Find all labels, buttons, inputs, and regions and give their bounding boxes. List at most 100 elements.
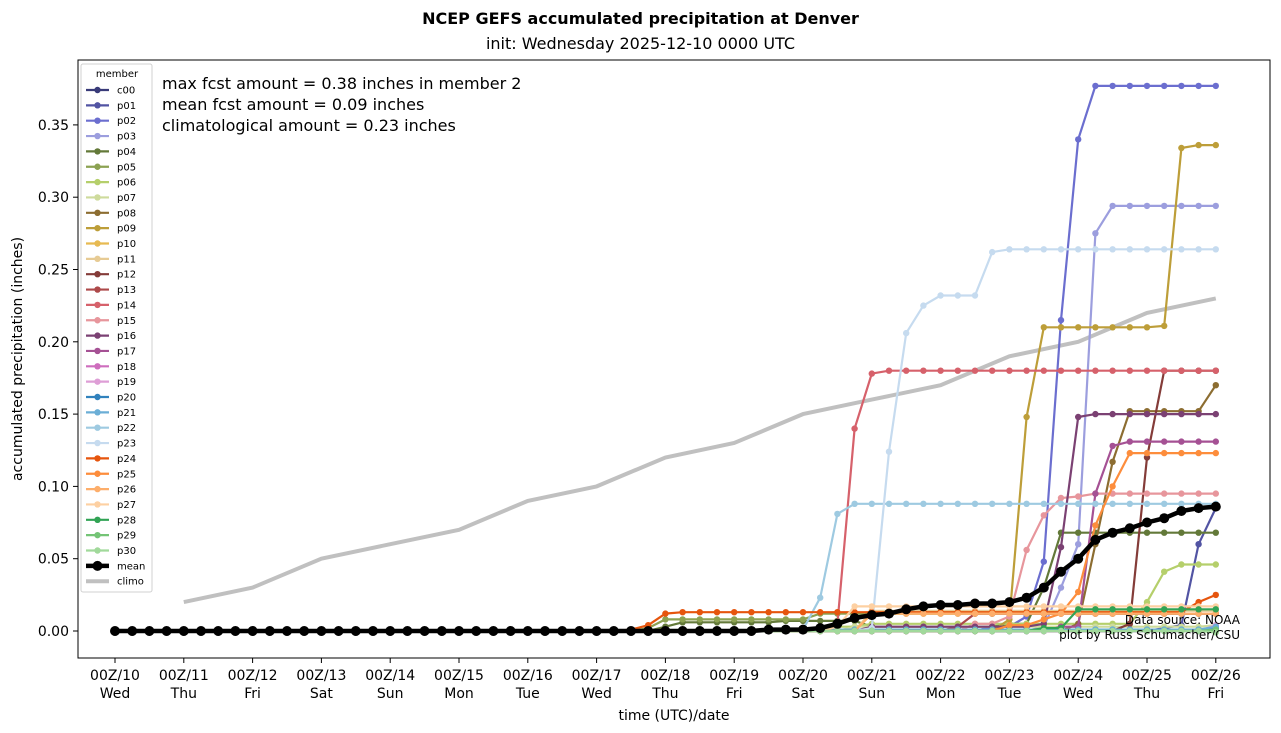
legend-item-p29: p29 [86, 531, 136, 542]
legend-marker [94, 271, 101, 278]
legend-item-p10: p10 [86, 239, 136, 250]
member-point [1195, 438, 1202, 445]
member-point [1092, 367, 1099, 374]
member-point [1075, 324, 1082, 331]
legend-label: p10 [117, 239, 136, 250]
legend: member c00 p01 p02 p03 p04 p05 p06 p07 p08 p09 p10… [80, 63, 153, 593]
member-point [679, 609, 686, 616]
member-point [817, 617, 824, 625]
y-tick-label: 0.30 [38, 190, 69, 206]
x-tick-day-label: Wed [100, 686, 131, 702]
annotation-max: max fcst amount = 0.38 inches in member … [162, 74, 521, 93]
member-point [1126, 490, 1134, 497]
legend-label: mean [117, 561, 145, 572]
member-point [1195, 490, 1202, 497]
legend-marker [94, 409, 101, 416]
member-point [1057, 316, 1065, 324]
member-point [1023, 610, 1030, 617]
x-tick-day-label: Mon [926, 686, 956, 702]
member-point [971, 367, 979, 374]
x-tick-label: 00Z/15 [434, 668, 484, 684]
member-point [885, 448, 893, 455]
member-point [920, 302, 927, 309]
legend-marker [94, 209, 101, 216]
member-point [1195, 82, 1202, 90]
member-point [1143, 246, 1151, 253]
member-point [1006, 610, 1013, 617]
legend-item-p24: p24 [86, 454, 136, 465]
member-point [1178, 410, 1185, 418]
mean-point [144, 626, 155, 636]
member-point [1212, 449, 1220, 457]
legend-marker [94, 163, 101, 170]
x-tick-label: 00Z/26 [1191, 668, 1241, 684]
member-point [1006, 500, 1013, 507]
member-point [1212, 591, 1220, 599]
member-point [713, 609, 721, 616]
x-tick-day-label: Wed [1063, 686, 1094, 702]
series-p14 [111, 367, 1220, 635]
member-point [1075, 367, 1082, 374]
member-point [1212, 367, 1220, 374]
member-point [1161, 367, 1168, 374]
member-point [1040, 558, 1048, 565]
chart-title: NCEP GEFS accumulated precipitation at D… [422, 9, 859, 28]
series-p12 [111, 367, 1220, 635]
member-point [1212, 490, 1220, 497]
y-tick-label: 0.20 [38, 335, 69, 351]
mean-point [471, 626, 482, 636]
x-tick-label: 00Z/19 [709, 668, 759, 684]
member-point [954, 500, 961, 507]
mean-point [1159, 513, 1170, 524]
member-point [885, 500, 893, 507]
mean-point [815, 623, 826, 634]
member-point [1057, 610, 1065, 617]
member-point [937, 500, 944, 507]
legend-label: p25 [117, 469, 136, 480]
legend-label: p17 [117, 346, 136, 357]
member-point [1161, 568, 1168, 575]
legend-label: p02 [117, 116, 136, 127]
member-point [1212, 141, 1220, 149]
legend-item-c00: c00 [86, 86, 135, 97]
member-point [1126, 82, 1134, 90]
mean-point [1073, 553, 1084, 564]
member-point [989, 610, 996, 617]
mean-point [333, 626, 344, 636]
member-point [1161, 627, 1168, 635]
member-point [1143, 606, 1151, 613]
member-point [1092, 627, 1099, 635]
member-point [1057, 500, 1065, 507]
member-point [920, 367, 927, 374]
member-point [1178, 438, 1185, 445]
x-tick-day-label: Thu [1133, 686, 1160, 702]
member-point [1126, 606, 1134, 613]
mean-point [110, 626, 120, 636]
member-point [1126, 438, 1134, 445]
member-point [1143, 490, 1151, 497]
mean-point [608, 626, 619, 636]
member-point [1126, 410, 1134, 418]
mean-point [557, 626, 568, 636]
credits: Data source: NOAA plot by Russ Schumache… [1059, 613, 1241, 642]
legend-marker [94, 332, 101, 339]
credit-source: Data source: NOAA [1125, 613, 1241, 627]
mean-point [935, 600, 946, 610]
mean-point [798, 624, 808, 635]
legend-item-p17: p17 [86, 346, 136, 357]
member-point [937, 367, 944, 374]
member-point [1126, 627, 1134, 635]
legend-item-p18: p18 [86, 362, 136, 373]
member-point [851, 500, 858, 507]
member-point [1023, 500, 1030, 507]
x-tick-label: 00Z/25 [1122, 668, 1172, 684]
mean-point [178, 626, 189, 636]
legend-item-p19: p19 [86, 377, 136, 388]
legend-item-mean: mean [86, 560, 145, 572]
x-tick-label: 00Z/22 [916, 668, 966, 684]
member-point [1006, 622, 1013, 629]
mean-point [1038, 582, 1049, 593]
x-tick-label: 00Z/17 [572, 668, 622, 684]
member-point [1178, 606, 1185, 613]
y-axis: 0.00 0.05 0.10 0.15 0.20 0.25 0.30 0.35 [38, 118, 78, 640]
